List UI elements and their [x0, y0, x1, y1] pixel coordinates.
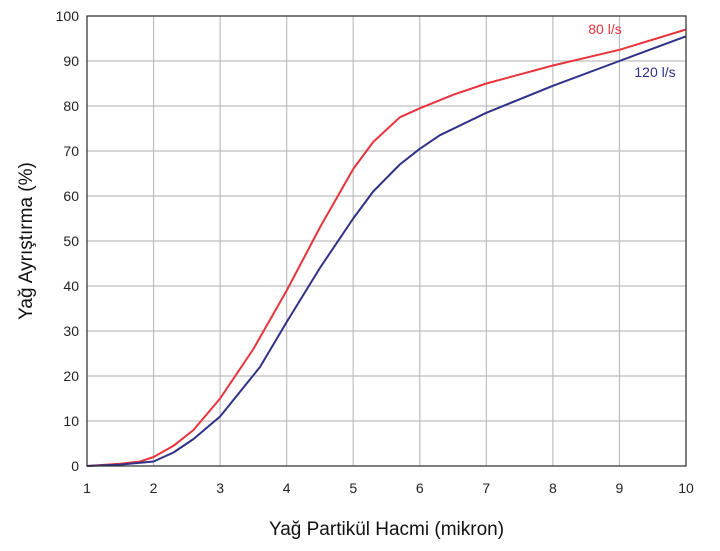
x-tick-label: 5	[349, 480, 357, 496]
y-tick-label: 40	[63, 278, 79, 294]
y-tick-label: 70	[63, 143, 79, 159]
x-tick-label: 8	[549, 480, 557, 496]
y-tick-label: 0	[71, 458, 79, 474]
series-labels: 80 l/s 120 l/s	[588, 21, 675, 80]
y-tick-label: 30	[63, 323, 79, 339]
y-tick-label: 80	[63, 98, 79, 114]
x-tick-label: 6	[416, 480, 424, 496]
x-tick-label: 4	[283, 480, 291, 496]
series-line	[86, 28, 687, 467]
y-axis-title: Yağ Ayrıştırma (%)	[16, 162, 37, 320]
series-layer	[86, 28, 687, 467]
y-tick-label: 100	[56, 8, 80, 24]
x-tick-labels: 1 2 3 4 5 6 7 8 9 10	[83, 480, 694, 496]
y-tick-label: 90	[63, 53, 79, 69]
y-tick-label: 20	[63, 368, 79, 384]
series-line	[86, 35, 687, 467]
series-label: 80 l/s	[588, 21, 621, 37]
x-tick-label: 7	[482, 480, 490, 496]
y-tick-label: 50	[63, 233, 79, 249]
grid-lines	[86, 15, 687, 467]
x-tick-label: 1	[83, 480, 91, 496]
y-tick-labels: 0 10 20 30 40 50 60 70 80 90 100	[56, 8, 80, 474]
x-tick-label: 2	[150, 480, 158, 496]
x-tick-label: 10	[678, 480, 694, 496]
plot-frame	[86, 15, 687, 467]
x-tick-label: 9	[616, 480, 624, 496]
series-label: 120 l/s	[634, 64, 675, 80]
x-axis-title: Yağ Partikül Hacmi (mikron)	[269, 519, 504, 540]
x-tick-label: 3	[216, 480, 224, 496]
y-tick-label: 60	[63, 188, 79, 204]
y-tick-label: 10	[63, 413, 79, 429]
